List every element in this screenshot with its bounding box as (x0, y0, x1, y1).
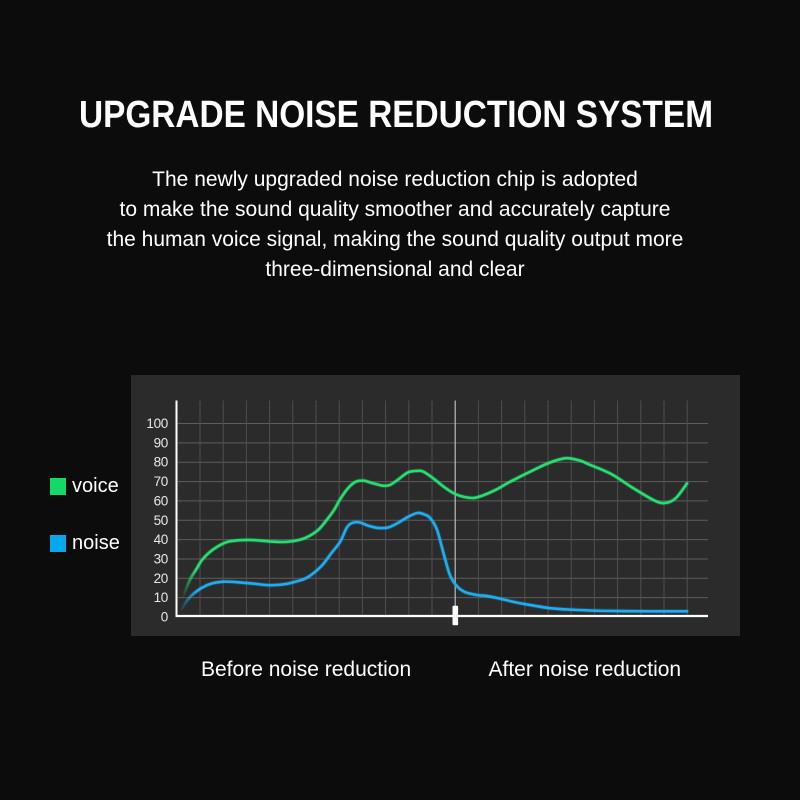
svg-text:10: 10 (154, 590, 168, 605)
svg-text:100: 100 (146, 416, 168, 431)
svg-text:20: 20 (154, 571, 168, 586)
svg-text:0: 0 (161, 610, 168, 625)
svg-text:60: 60 (154, 493, 168, 508)
svg-text:90: 90 (154, 435, 168, 450)
svg-text:80: 80 (154, 455, 168, 470)
svg-text:70: 70 (154, 474, 168, 489)
svg-text:40: 40 (154, 532, 168, 547)
svg-text:50: 50 (154, 513, 168, 528)
svg-text:30: 30 (154, 552, 168, 567)
